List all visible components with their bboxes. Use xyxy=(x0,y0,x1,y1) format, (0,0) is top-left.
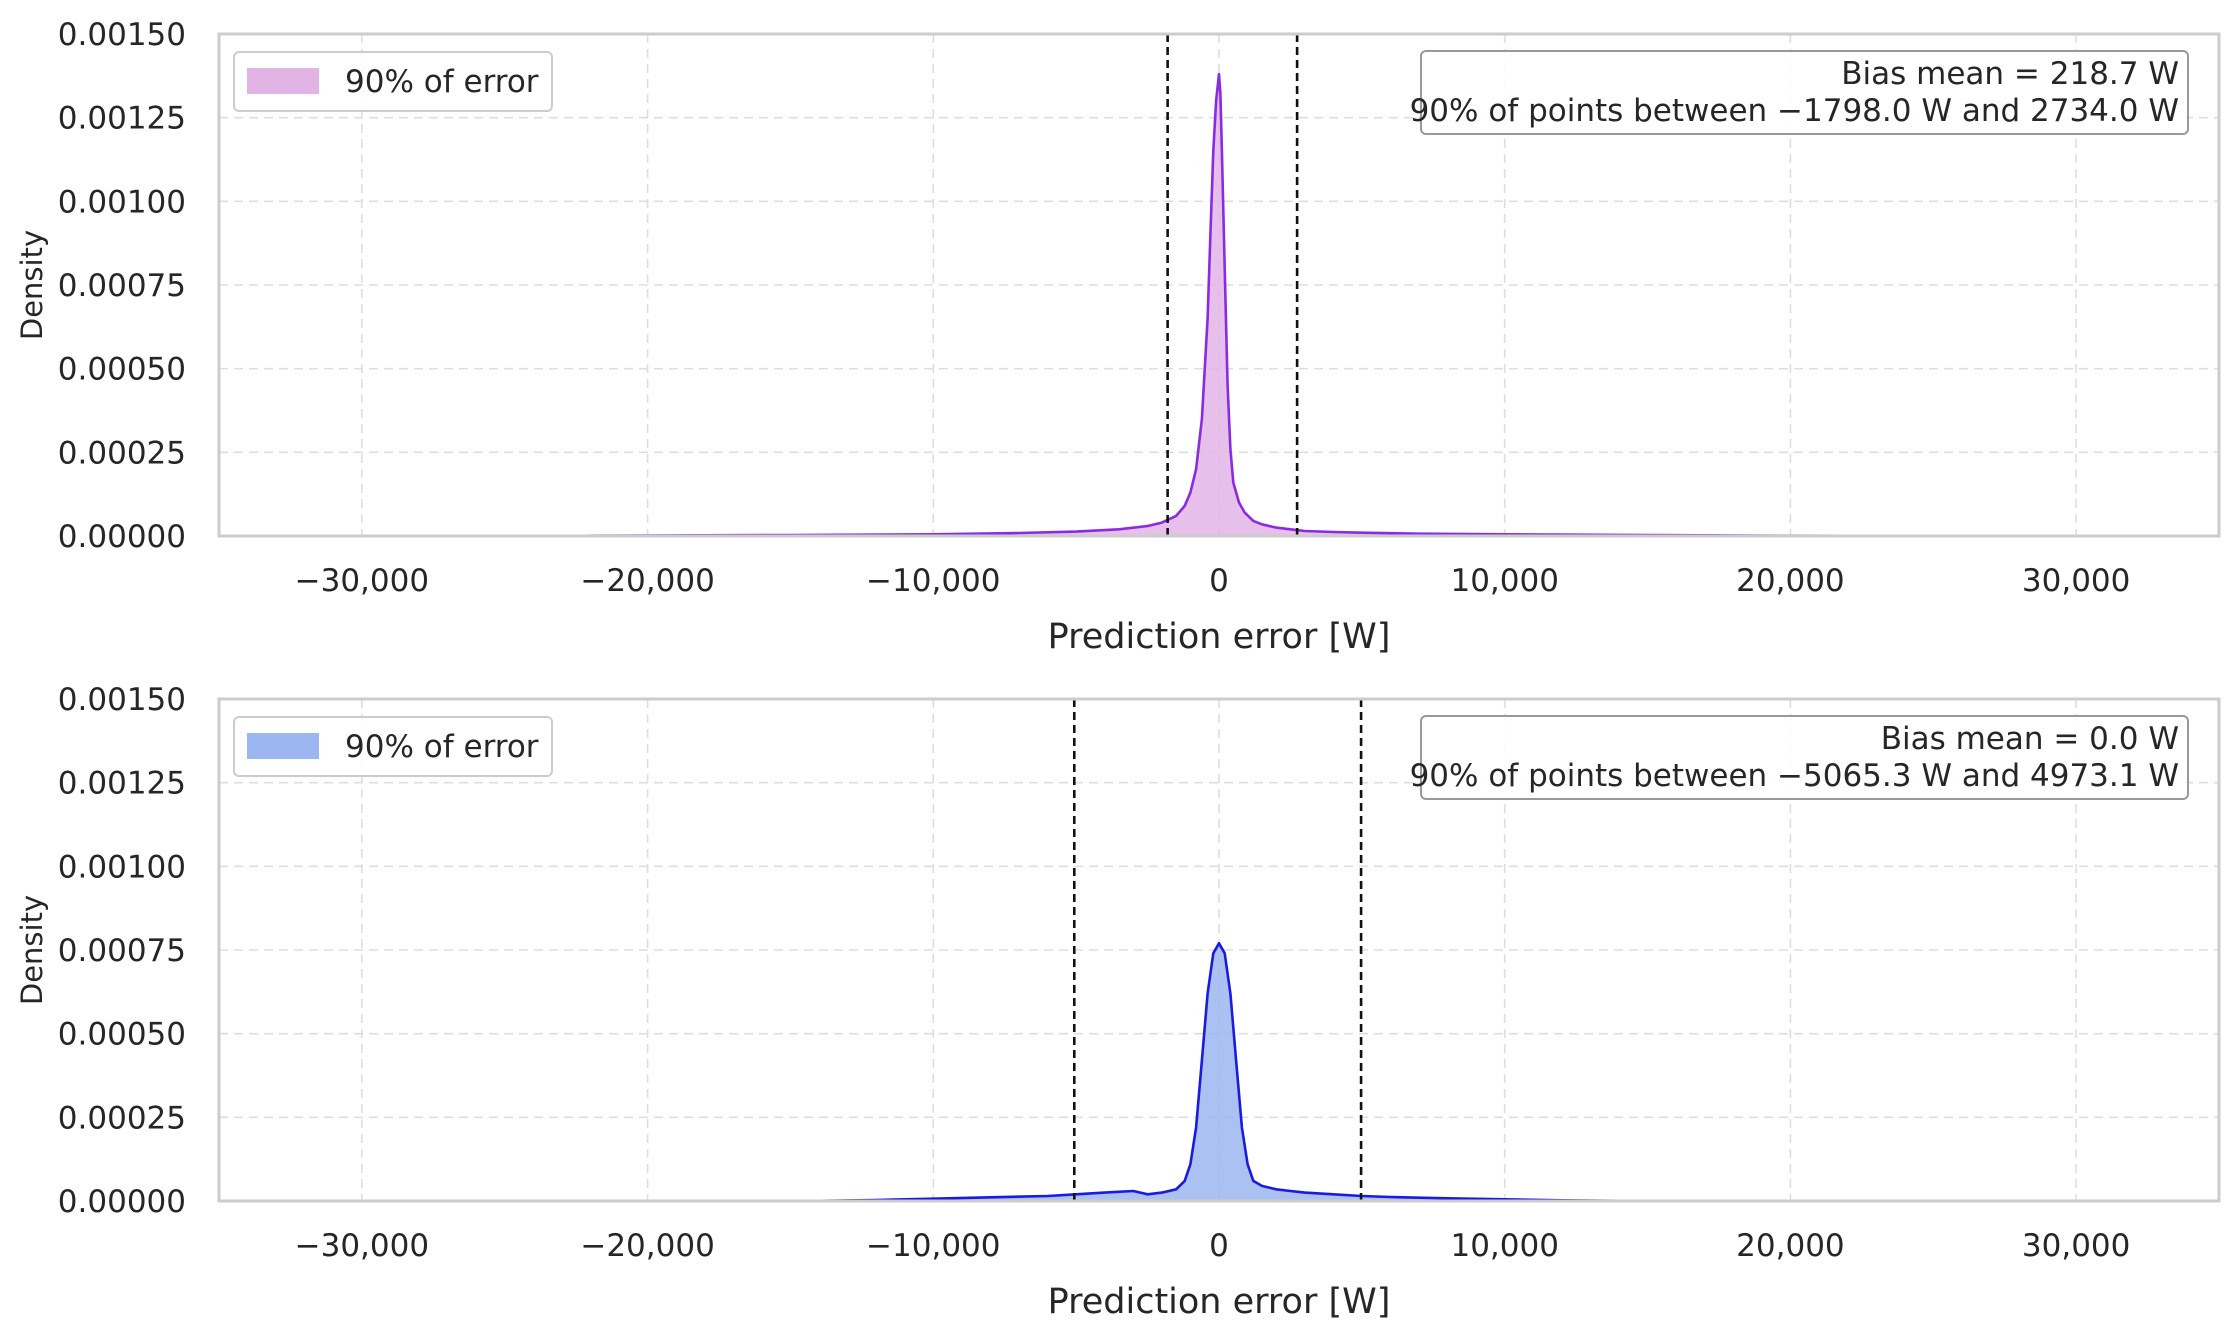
density-line xyxy=(590,72,1848,538)
x-tick-label: 10,000 xyxy=(1450,563,1558,599)
legend-label: 90% of error xyxy=(345,64,539,100)
x-tick-label: −30,000 xyxy=(295,563,429,599)
y-tick-label: 0.00050 xyxy=(58,1017,186,1053)
x-tick-label: −30,000 xyxy=(295,1228,429,1264)
legend: 90% of error xyxy=(233,51,553,112)
y-tick-label: 0.00125 xyxy=(58,101,186,137)
axes-frame xyxy=(217,697,2221,1203)
x-tick-label: 0 xyxy=(1209,563,1229,599)
y-tick-label: 0.00050 xyxy=(58,352,186,388)
axes-frame xyxy=(217,32,2221,538)
x-tick-label: 10,000 xyxy=(1450,1228,1558,1264)
bias-mean-text: Bias mean = 218.7 W xyxy=(1841,56,2179,92)
y-tick-label: 0.00025 xyxy=(58,435,186,471)
stats-box xyxy=(1420,50,2189,135)
x-tick-label: −20,000 xyxy=(580,1228,714,1264)
legend-swatch xyxy=(247,68,319,94)
density-line xyxy=(818,942,1620,1203)
x-tick-label: 20,000 xyxy=(1736,1228,1844,1264)
y-tick-label: 0.00000 xyxy=(58,1184,186,1220)
x-tick-label: −10,000 xyxy=(866,1228,1000,1264)
x-tick-label: 30,000 xyxy=(2022,563,2130,599)
x-tick-label: 0 xyxy=(1209,1228,1229,1264)
x-tick-label: 30,000 xyxy=(2022,1228,2130,1264)
x-tick-label: −10,000 xyxy=(866,563,1000,599)
stats-annotation: Bias mean = 0.0 W90% of points between −… xyxy=(1410,715,2189,800)
legend-box xyxy=(233,716,553,777)
x-tick-label: 20,000 xyxy=(1736,563,1844,599)
x-tick-label: −20,000 xyxy=(580,563,714,599)
density-area xyxy=(590,74,1848,536)
stats-box xyxy=(1420,715,2189,800)
y-axis-label: Density xyxy=(15,895,49,1005)
y-tick-label: 0.00075 xyxy=(58,933,186,969)
density-chart-model-a: 0.00000 0.00025 0.00050 0.00075 0.00100 0.001… xyxy=(15,17,2221,657)
x-axis-label: Prediction error [W] xyxy=(1048,617,1391,657)
y-tick-label: 0.00100 xyxy=(58,184,186,220)
legend-swatch xyxy=(247,733,319,759)
y-axis-label: Density xyxy=(15,230,49,340)
y-tick-label: 0.00150 xyxy=(58,17,186,53)
y-tick-label: 0.00125 xyxy=(58,766,186,802)
y-tick-label: 0.00025 xyxy=(58,1100,186,1136)
y-tick-label: 0.00000 xyxy=(58,519,186,555)
density-chart-model-b: 0.00000 0.00025 0.00050 0.00075 0.00100 0.001… xyxy=(15,682,2221,1322)
stats-annotation: Bias mean = 218.7 W90% of points between… xyxy=(1410,50,2189,135)
y-tick-label: 0.00075 xyxy=(58,268,186,304)
bias-mean-text: Bias mean = 0.0 W xyxy=(1881,721,2179,757)
y-tick-label: 0.00100 xyxy=(58,849,186,885)
y-tick-label: 0.00150 xyxy=(58,682,186,718)
interval-text: 90% of points between −1798.0 W and 2734… xyxy=(1410,93,2179,129)
x-axis-label: Prediction error [W] xyxy=(1048,1282,1391,1322)
legend-label: 90% of error xyxy=(345,729,539,765)
density-area xyxy=(819,943,1619,1201)
legend-box xyxy=(233,51,553,112)
interval-text: 90% of points between −5065.3 W and 4973… xyxy=(1410,758,2179,794)
legend: 90% of error xyxy=(233,716,553,777)
